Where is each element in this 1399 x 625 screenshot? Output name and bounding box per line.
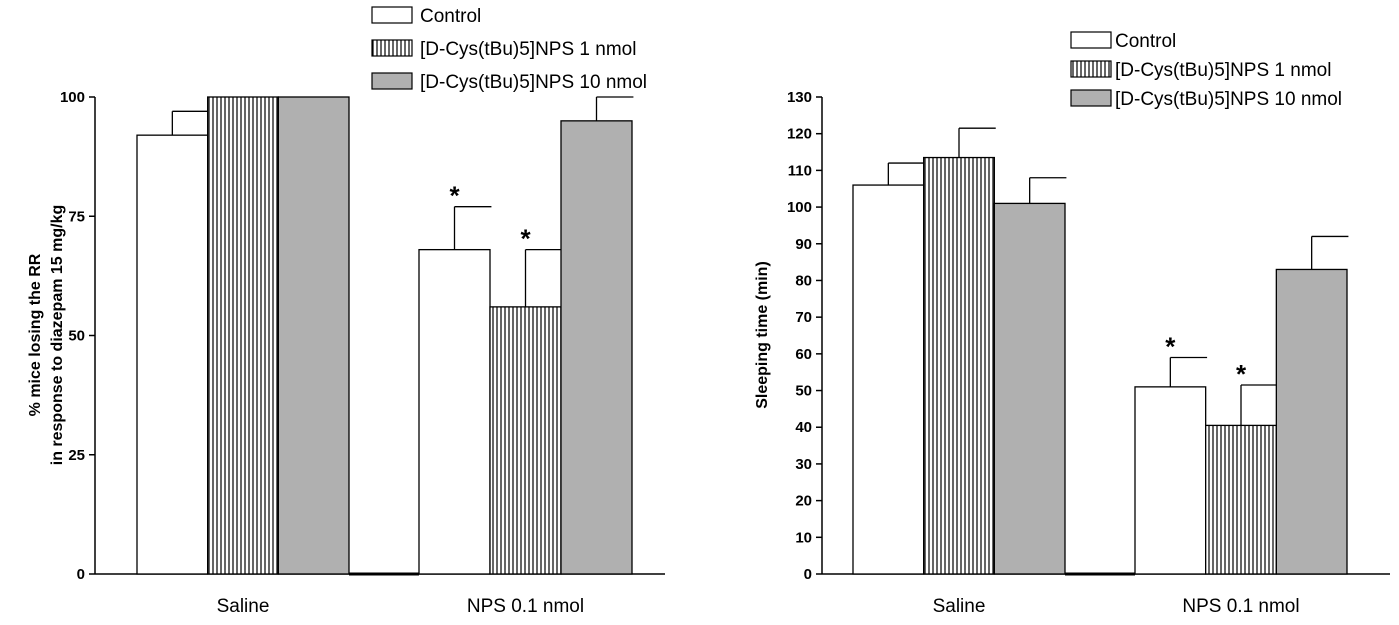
y-tick-label: 20 [795,493,812,510]
y-tick-label: 25 [68,447,85,464]
y-tick-label: 130 [787,89,812,106]
category-label: Saline [933,596,986,617]
bar [277,96,350,575]
legend-swatch [1070,60,1112,78]
chart-panel-right: 0 10 20 30 40 50 60 70 80 90 100 110 120 130 Sleeping … [754,31,1390,617]
y-axis-label: Sleeping time (min) [754,261,771,409]
bar [1275,268,1348,575]
y-tick-label: 120 [787,126,812,143]
y-tick-label: 90 [795,236,812,253]
y-tick-label: 0 [804,566,812,583]
bar [136,134,209,575]
y-tick-label: 0 [77,566,85,583]
bar [923,156,995,575]
category-label: NPS 0.1 nmol [467,596,584,617]
legend-label: Control [1115,31,1176,52]
y-tick-label: 75 [68,208,85,225]
y-tick-label: 50 [795,383,812,400]
bar [207,96,279,575]
legend-label: [D-Cys(tBu)5]NPS 10 nmol [1115,89,1342,110]
y-tick-label: 80 [795,272,812,289]
legend-label: [D-Cys(tBu)5]NPS 1 nmol [420,39,636,60]
y-tick-label: 50 [68,328,85,345]
bar [489,306,562,575]
chart-panel-left: 0 25 50 75 100 % mice losing the RR in respons… [27,6,665,617]
bar [852,184,925,575]
bar [418,248,491,575]
y-tick-label: 100 [60,89,85,106]
legend-label: Control [420,6,481,27]
bar [1205,424,1277,575]
legend-swatch [371,72,413,90]
legend-swatch [1070,31,1112,49]
legend-swatch [371,6,413,24]
significance-marker: * [1165,332,1176,362]
y-tick-label: 40 [795,419,812,436]
y-tick-label: 110 [788,162,812,179]
y-tick-label: 10 [795,529,812,546]
bar [1134,386,1207,575]
category-label: Saline [217,596,270,617]
legend-label: [D-Cys(tBu)5]NPS 1 nmol [1115,60,1331,81]
legend-label: [D-Cys(tBu)5]NPS 10 nmol [420,72,647,93]
y-axis-label: % mice losing the RR in response to diaze… [27,205,66,466]
bar [993,202,1066,575]
y-tick-label: 30 [795,456,812,473]
category-label: NPS 0.1 nmol [1182,596,1299,617]
bar [560,120,633,575]
legend-swatch [1070,89,1112,107]
significance-marker: * [449,181,460,211]
significance-marker: * [520,224,531,254]
y-tick-label: 60 [795,346,812,363]
y-tick-label: 70 [795,309,812,326]
legend-swatch [371,39,413,57]
y-tick-label: 100 [787,199,812,216]
significance-marker: * [1236,359,1247,389]
